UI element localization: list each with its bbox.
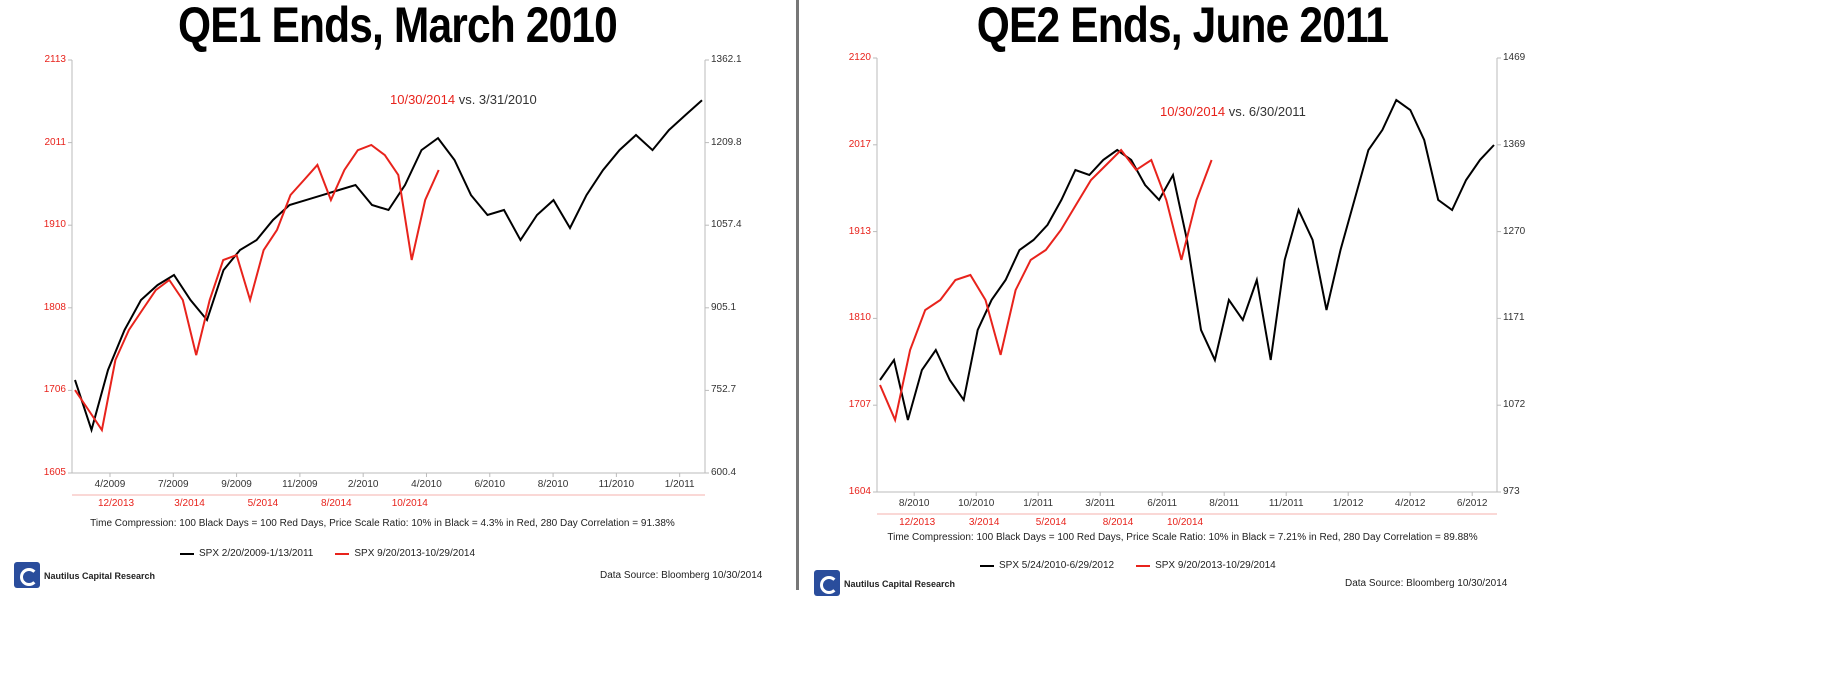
panel-divider <box>796 0 799 590</box>
brand-name: Nautilus Capital Research <box>44 571 156 581</box>
annotation-compare-date: vs. 3/31/2010 <box>458 92 537 107</box>
qe1-chart-panel: QE1 Ends, March 2010 1605 1706 1808 1910 2011… <box>0 0 795 590</box>
legend-swatch <box>180 553 194 555</box>
right-axis-tick-label: 1270 <box>1503 225 1526 237</box>
left-axis-tick-label: 1913 <box>848 225 871 237</box>
x-axis-tick-label: 8/2010 <box>537 479 569 490</box>
brand-name: Nautilus Capital Research <box>844 579 956 589</box>
black-series-line <box>879 98 1495 421</box>
x-axis-tick-label: 11/2010 <box>598 479 635 490</box>
left-axis-tick-label: 1706 <box>43 384 66 396</box>
x-axis-tick-label: 1/2011 <box>1023 498 1054 509</box>
annotation-red-date: 10/30/2014 <box>390 92 456 107</box>
x2-axis-tick-label: 10/2014 <box>391 498 428 509</box>
right-axis-tick-label: 752.7 <box>711 384 737 396</box>
x2-axis-tick-label: 3/2014 <box>174 498 205 509</box>
x-axis-tick-label: 4/2009 <box>94 479 126 490</box>
x-axis-tick-label: 11/2009 <box>282 479 318 490</box>
x-axis-tick-label: 3/2011 <box>1085 498 1116 509</box>
legend-label: SPX 9/20/2013-10/29/2014 <box>1155 560 1276 571</box>
right-axis-tick-label: 1469 <box>1503 52 1526 63</box>
x2-axis-tick-label: 5/2014 <box>247 498 279 509</box>
right-axis-tick-label: 973 <box>1503 486 1520 497</box>
left-axis-tick-label: 1707 <box>848 399 871 411</box>
legend: SPX 5/24/2010-6/29/2012 SPX 9/20/2013-10/… <box>980 560 1276 572</box>
x2-axis-tick-label: 12/2013 <box>899 517 936 528</box>
left-axis-tick-label: 2017 <box>848 138 871 150</box>
logo-icon <box>814 570 840 596</box>
left-axis-tick-label: 1910 <box>43 219 66 231</box>
data-source: Data Source: Bloomberg 10/30/2014 <box>1345 578 1508 589</box>
legend-item: SPX 5/24/2010-6/29/2012 <box>980 560 1114 572</box>
legend-swatch <box>335 553 350 555</box>
x-axis-tick-label: 6/2010 <box>474 479 506 490</box>
x-axis-tick-label: 10/2010 <box>958 498 995 509</box>
qe2-chart-panel: QE2 Ends, June 2011 1604 1707 1810 1913 2017 2… <box>800 0 1565 596</box>
legend-label: SPX 9/20/2013-10/29/2014 <box>354 548 476 559</box>
legend-swatch <box>1136 565 1151 567</box>
legend-item: SPX 2/20/2009-1/13/2011 <box>180 548 313 560</box>
left-axis-tick-label: 2120 <box>848 52 871 63</box>
x2-axis-tick-label: 5/2014 <box>1035 517 1067 528</box>
legend-label: SPX 5/24/2010-6/29/2012 <box>999 560 1115 571</box>
footnote: Time Compression: 100 Black Days = 100 R… <box>90 518 675 529</box>
x2-axis-tick-label: 10/2014 <box>1166 517 1204 528</box>
right-axis-tick-label: 1072 <box>1503 399 1526 411</box>
x2-axis-tick-label: 8/2014 <box>1102 517 1134 528</box>
left-axis-tick-label: 2113 <box>44 54 66 65</box>
right-axis-tick-label: 1209.8 <box>711 136 742 148</box>
red-series-line <box>74 143 440 433</box>
legend-swatch <box>980 565 994 567</box>
x-axis-tick-label: 9/2009 <box>221 479 252 490</box>
legend-item: SPX 9/20/2013-10/29/2014 <box>335 548 475 560</box>
right-axis-tick-label: 1057.4 <box>711 219 742 231</box>
black-series-line <box>74 99 703 434</box>
x-axis-tick-label: 6/2012 <box>1456 498 1488 509</box>
annotation: 10/30/2014 vs. 3/31/2010 <box>390 92 537 108</box>
left-axis-tick-label: 1810 <box>848 312 871 324</box>
data-source: Data Source: Bloomberg 10/30/2014 <box>600 570 763 581</box>
left-axis-tick-label: 1605 <box>43 467 66 478</box>
left-axis-tick-label: 1808 <box>43 301 66 313</box>
plot-area <box>68 59 709 496</box>
footnote: Time Compression: 100 Black Days = 100 R… <box>887 532 1478 543</box>
chart-title: QE1 Ends, March 2010 <box>178 0 618 53</box>
x2-axis-tick-label: 8/2014 <box>321 498 352 509</box>
chart-title: QE2 Ends, June 2011 <box>976 0 1389 53</box>
legend-label: SPX 2/20/2009-1/13/2011 <box>199 548 314 559</box>
right-axis-tick-label: 600.4 <box>711 467 737 478</box>
x-axis-tick-label: 6/2011 <box>1147 498 1178 509</box>
left-axis-tick-label: 1604 <box>848 486 871 497</box>
right-axis-tick-label: 1171 <box>1503 312 1525 324</box>
x-axis-tick-label: 2/2010 <box>347 479 379 490</box>
x-axis-tick-label: 7/2009 <box>157 479 189 490</box>
left-axis-tick-label: 2011 <box>44 136 66 148</box>
x-axis-tick-label: 4/2012 <box>1394 498 1426 509</box>
right-axis-tick-label: 1369 <box>1503 138 1526 150</box>
annotation-red-date: 10/30/2014 <box>1160 104 1226 119</box>
x-axis-tick-label: 8/2010 <box>898 498 930 509</box>
x-axis-tick-label: 1/2011 <box>664 479 695 490</box>
x2-axis-tick-label: 12/2013 <box>97 498 135 509</box>
x-axis-tick-label: 8/2011 <box>1209 498 1240 509</box>
annotation: 10/30/2014 vs. 6/30/2011 <box>1160 104 1306 120</box>
right-axis-tick-label: 905.1 <box>711 301 737 313</box>
legend-item: SPX 9/20/2013-10/29/2014 <box>1136 560 1276 572</box>
x2-axis-tick-label: 3/2014 <box>968 517 1000 528</box>
plot-area <box>873 57 1501 515</box>
red-series-line <box>879 148 1213 424</box>
x-axis-tick-label: 4/2010 <box>411 479 442 490</box>
x-axis-tick-label: 1/2012 <box>1332 498 1364 509</box>
annotation-compare-date: vs. 6/30/2011 <box>1228 104 1306 119</box>
x-axis-tick-label: 11/2011 <box>1268 498 1304 509</box>
right-axis-tick-label: 1362.1 <box>711 54 742 65</box>
logo-icon <box>14 562 40 588</box>
legend: SPX 2/20/2009-1/13/2011 SPX 9/20/2013-10/… <box>180 548 475 560</box>
